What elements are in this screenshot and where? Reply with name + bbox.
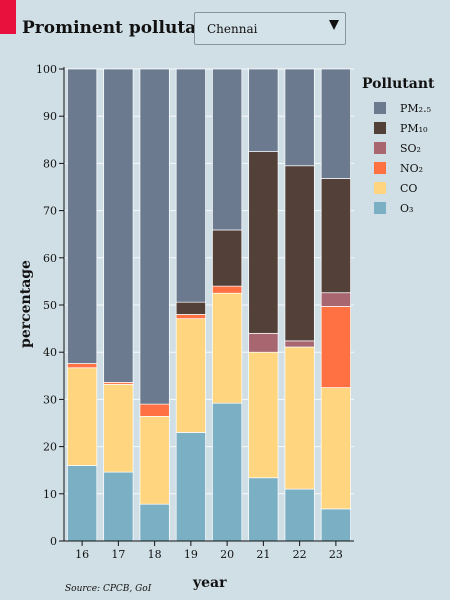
bar-segment [139, 416, 170, 505]
bar-segment [284, 340, 315, 348]
legend-item: NO₂ [362, 158, 435, 178]
bar-segment [248, 68, 279, 152]
y-tick-label: 0 [50, 535, 57, 548]
x-tick-label: 20 [220, 548, 234, 561]
y-tick-label: 50 [43, 299, 57, 312]
legend-swatch [374, 102, 386, 114]
x-tick-label: 23 [329, 548, 343, 561]
legend-item: PM₁₀ [362, 118, 435, 138]
legend-swatch [374, 162, 386, 174]
source-note: Source: CPCB, GoI [65, 584, 152, 594]
bar-segment [212, 68, 243, 231]
bar-segment [248, 477, 279, 542]
y-tick-label: 70 [43, 205, 57, 218]
legend-label: SO₂ [400, 141, 421, 155]
bar-segment [320, 306, 351, 388]
bar-segment [67, 363, 98, 369]
x-tick-label: 21 [256, 548, 270, 561]
bar-segment [320, 292, 351, 307]
x-tick-label: 18 [148, 548, 162, 561]
bar-segment [212, 229, 243, 287]
legend-label: NO₂ [400, 161, 424, 175]
bar-segment [103, 68, 134, 383]
legend-label: CO [400, 181, 418, 195]
bar-segment [320, 508, 351, 542]
legend: Pollutant PM₂.₅ PM₁₀ SO₂ NO₂ CO O₃ [362, 76, 435, 218]
bar-segment [212, 285, 243, 294]
bar-segment [320, 68, 351, 179]
legend-item: PM₂.₅ [362, 98, 435, 118]
legend-item: SO₂ [362, 138, 435, 158]
y-tick-label: 100 [36, 63, 57, 76]
legend-label: PM₂.₅ [400, 101, 431, 115]
accent-bar [0, 0, 16, 34]
legend-item: CO [362, 178, 435, 198]
bar-segment [284, 165, 315, 342]
x-tick-label: 16 [75, 548, 89, 561]
bar-segment [67, 367, 98, 466]
legend-item: O₃ [362, 198, 435, 218]
bar-segment [139, 503, 170, 542]
bar-segment [320, 178, 351, 294]
chevron-down-icon[interactable] [329, 20, 339, 30]
legend-swatch [374, 122, 386, 134]
legend-title: Pollutant [362, 76, 435, 92]
y-tick-label: 20 [43, 441, 57, 454]
city-select-value: Chennai [207, 22, 258, 36]
y-tick-label: 80 [43, 157, 57, 170]
bar-segment [175, 68, 206, 303]
x-tick-label: 17 [111, 548, 125, 561]
legend-label: PM₁₀ [400, 121, 428, 135]
bar-segment [175, 318, 206, 433]
bar-segment [175, 432, 206, 542]
bar-segment [284, 488, 315, 542]
bar-segment [212, 292, 243, 404]
bar-segment [103, 471, 134, 542]
bar-segment [67, 68, 98, 364]
bar-segment [248, 351, 279, 479]
legend-swatch [374, 202, 386, 214]
y-tick-label: 10 [43, 488, 57, 501]
x-tick-label: 19 [184, 548, 198, 561]
y-tick-label: 30 [43, 393, 57, 406]
legend-label: O₃ [400, 201, 414, 215]
bar-segment [248, 332, 279, 353]
bar-segment [103, 383, 134, 473]
y-tick-label: 90 [43, 110, 57, 123]
bar-segment [320, 387, 351, 510]
y-tick-label: 60 [43, 252, 57, 265]
city-select[interactable]: Chennai [194, 12, 346, 45]
y-tick-label: 40 [43, 346, 57, 359]
legend-swatch [374, 142, 386, 154]
x-tick-label: 22 [293, 548, 307, 561]
bar-segment [284, 68, 315, 167]
bar-segment [284, 346, 315, 490]
pollutant-control-label: Prominent pollutant: [22, 18, 223, 38]
bar-segment [212, 402, 243, 542]
bar-segment [67, 465, 98, 542]
bar-segment [175, 301, 206, 315]
bar-segment [139, 68, 170, 405]
bar-segment [175, 314, 206, 320]
y-axis-title: percentage [17, 260, 34, 348]
bar-segment [248, 151, 279, 334]
x-axis-title: year [193, 575, 227, 591]
legend-swatch [374, 182, 386, 194]
bar-segment [139, 403, 170, 417]
